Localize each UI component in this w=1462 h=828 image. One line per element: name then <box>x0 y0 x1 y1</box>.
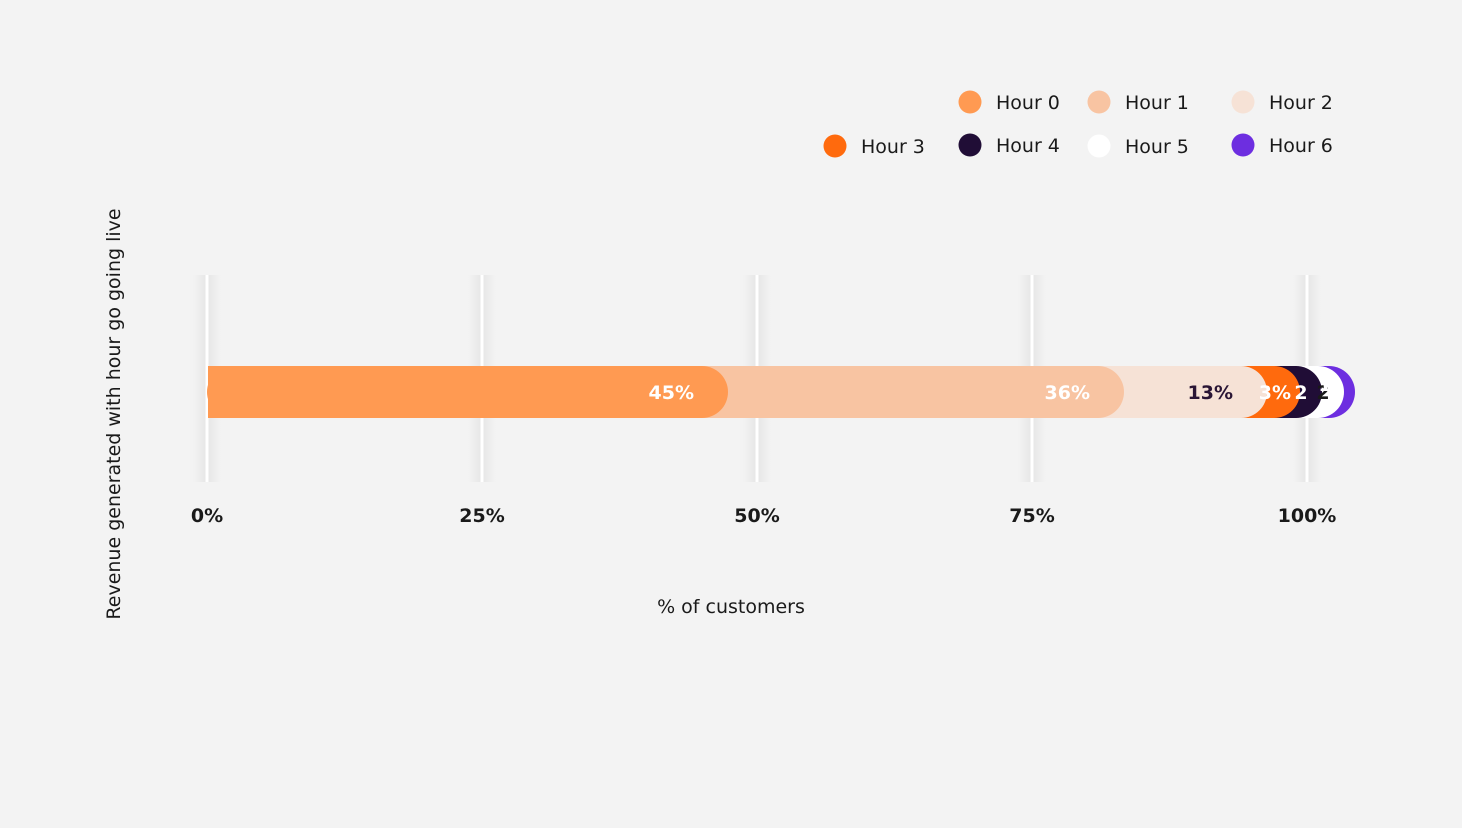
legend-label: Hour 3 <box>861 136 925 158</box>
legend: Hour 0 Hour 1 Hour 2 Hour 3 Hour 4 Hour 5 Hour… <box>823 90 1333 158</box>
legend-swatch <box>1087 90 1111 114</box>
bar-segment-hour-2 <box>1072 366 1267 418</box>
data-label-hour-0: 45% <box>649 382 694 404</box>
legend-label: Hour 4 <box>996 135 1060 157</box>
data-label-hour-6: 1 <box>1318 374 1331 396</box>
legend-swatch <box>1231 90 1255 114</box>
x-tick-label: 100% <box>1278 505 1337 527</box>
legend-item-hour-3: Hour 3 <box>823 134 925 158</box>
legend-swatch <box>1087 134 1111 158</box>
legend-item-hour-1: Hour 1 <box>1087 90 1189 114</box>
segment-labels: 45% 36% 13% 3% 2 21 <box>649 374 1332 404</box>
x-tick-label: 25% <box>459 505 504 527</box>
x-tick-label: 75% <box>1009 505 1054 527</box>
legend-label: Hour 1 <box>1125 92 1189 114</box>
data-label-hour-2: 13% <box>1188 382 1233 404</box>
legend-label: Hour 2 <box>1269 92 1333 114</box>
legend-item-hour-4: Hour 4 <box>958 133 1060 157</box>
legend-label: Hour 0 <box>996 92 1060 114</box>
legend-swatch <box>958 90 982 114</box>
legend-label: Hour 6 <box>1269 135 1333 157</box>
x-tick-label: 0% <box>191 505 223 527</box>
data-label-hour-5: 2 <box>1316 382 1329 404</box>
bar-segment-hour-0 <box>207 366 728 418</box>
y-axis-title: Revenue generated with hour go going liv… <box>103 208 125 619</box>
x-axis-ticks: 0% 25% 50% 75% 100% <box>191 505 1336 527</box>
bar-segment-hour-1 <box>676 366 1124 418</box>
data-label-hour-3: 3% <box>1259 382 1291 404</box>
data-label-hour-4: 2 <box>1294 382 1307 404</box>
legend-item-hour-6: Hour 6 <box>1231 133 1333 157</box>
x-tick-label: 50% <box>734 505 779 527</box>
legend-swatch <box>1231 133 1255 157</box>
bar-segments <box>207 366 1355 418</box>
legend-item-hour-2: Hour 2 <box>1231 90 1333 114</box>
legend-item-hour-0: Hour 0 <box>958 90 1060 114</box>
legend-swatch <box>958 133 982 157</box>
x-axis-title: % of customers <box>657 596 805 618</box>
legend-label: Hour 5 <box>1125 136 1189 158</box>
legend-item-hour-5: Hour 5 <box>1087 134 1189 158</box>
bar-start-cap <box>208 366 234 418</box>
legend-swatch <box>823 134 847 158</box>
data-label-hour-1: 36% <box>1045 382 1090 404</box>
